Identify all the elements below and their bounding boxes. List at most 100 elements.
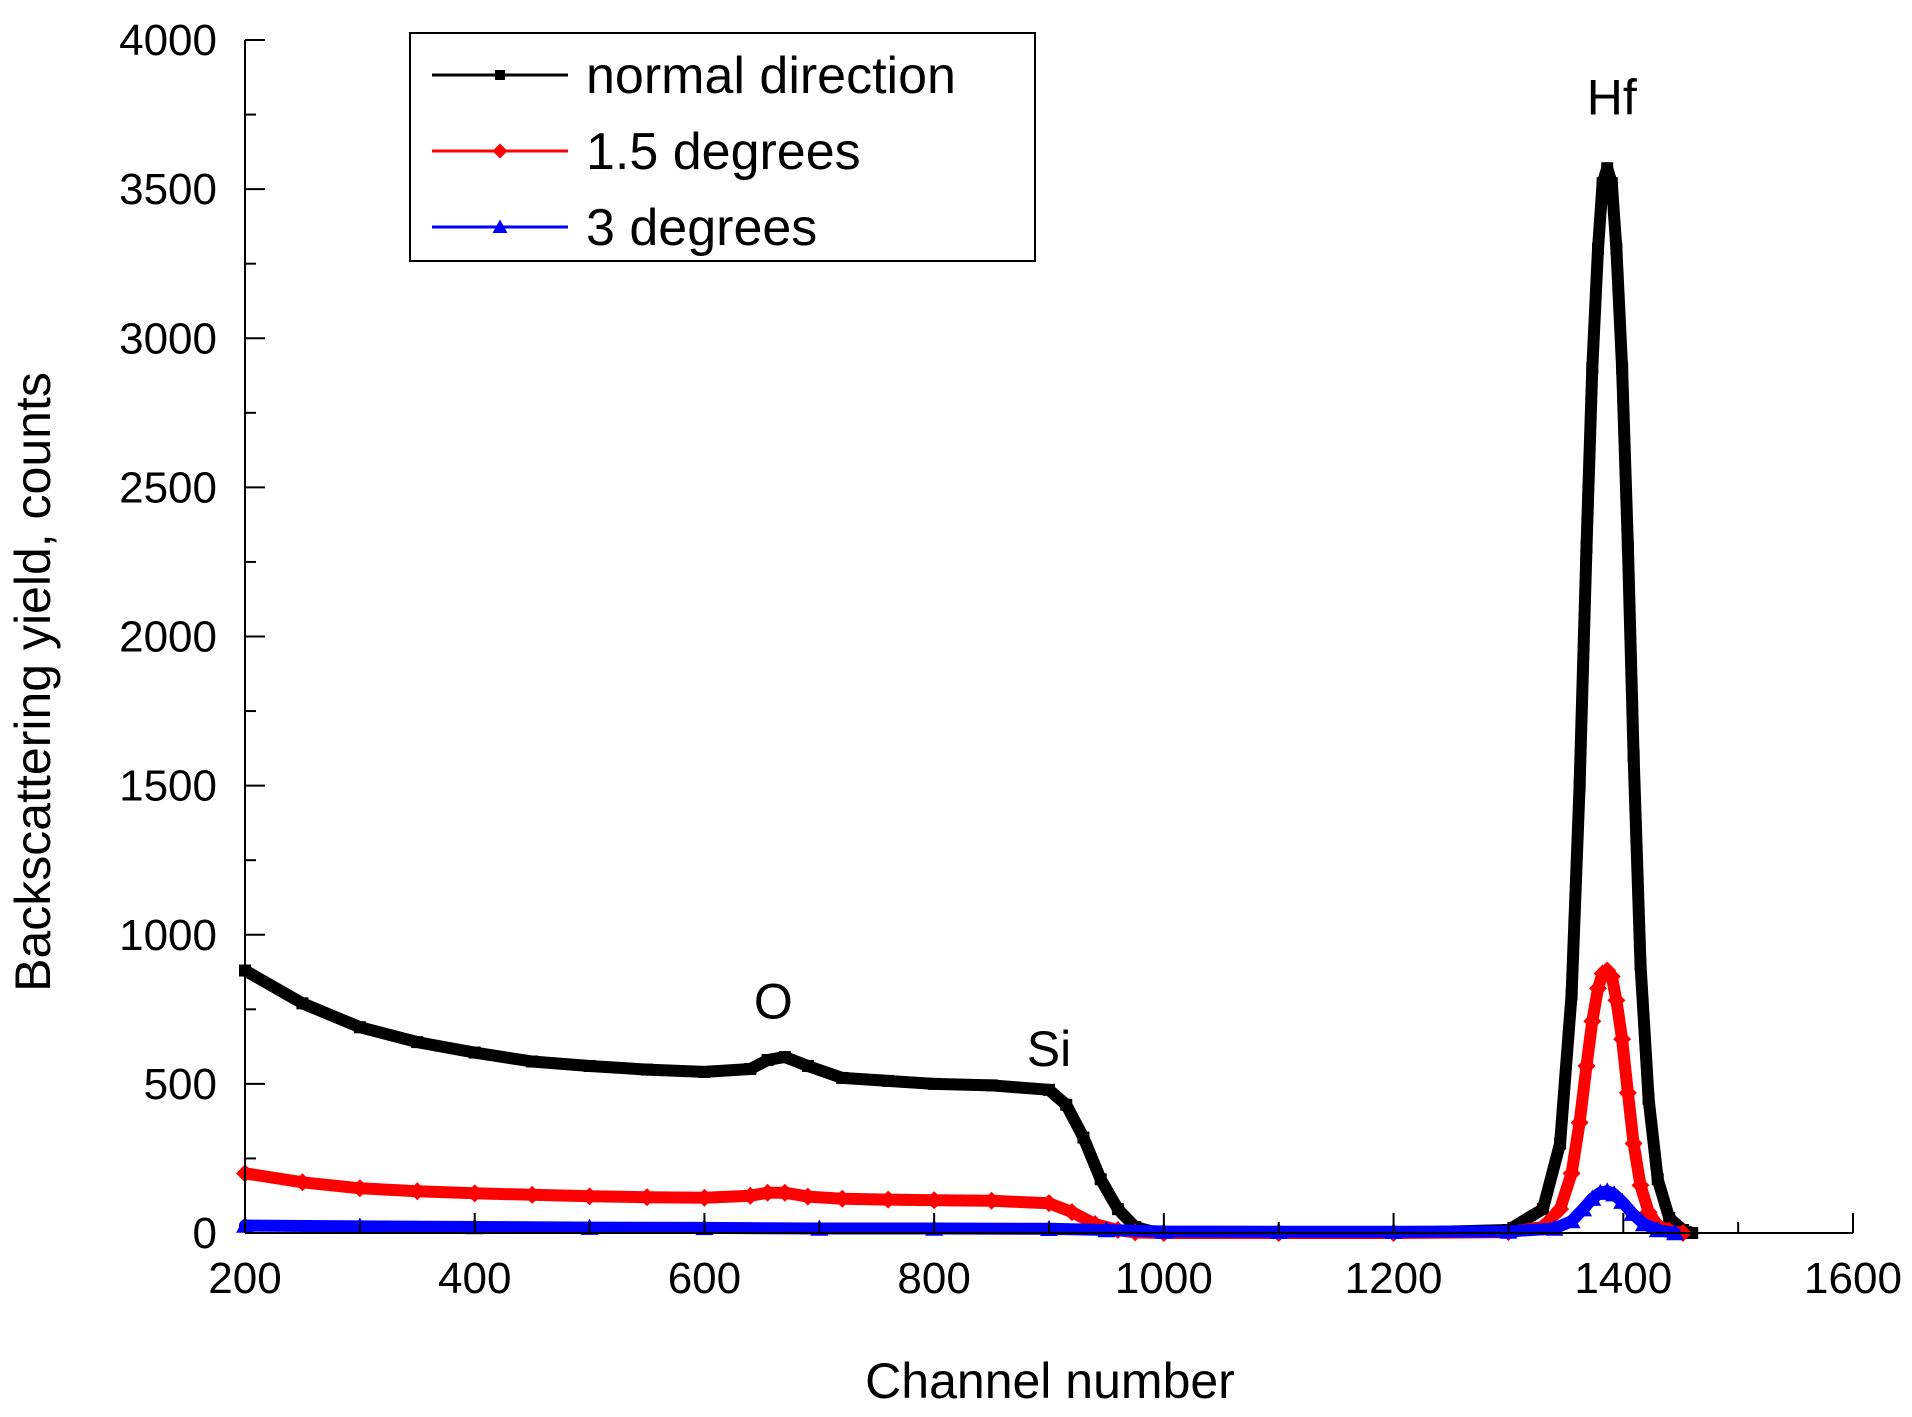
peak-label: Si [1027,1021,1071,1077]
data-point [1094,1173,1107,1186]
x-tick-label: 200 [208,1254,281,1303]
y-tick-label: 4000 [119,16,217,65]
y-tick-label: 3000 [119,314,217,363]
data-point [928,1077,941,1090]
data-point [1613,1030,1632,1049]
y-tick-label: 2000 [119,613,217,662]
x-tick-label: 800 [897,1254,970,1303]
data-point [698,1065,711,1078]
data-point [1570,1113,1589,1132]
x-tick-label: 1200 [1345,1254,1443,1303]
data-point [350,1179,369,1198]
data-point [1601,162,1614,175]
data-point [1577,1056,1596,1075]
data-point [1627,749,1640,762]
x-tick-label: 1000 [1115,1254,1213,1303]
data-point [1642,1092,1655,1105]
data-point [1586,362,1599,375]
data-point [1634,958,1647,971]
data-point [1536,1203,1549,1216]
x-tick-label: 1600 [1804,1254,1902,1303]
annotation-layer: O Si Hf [754,70,1637,1077]
data-point [296,997,309,1010]
data-point [982,1191,1001,1210]
data-point [778,1051,791,1064]
data-point [1583,1012,1602,1031]
data-point [1551,1200,1570,1219]
data-point [1583,1189,1602,1206]
data-point [985,1079,998,1092]
data-point [1631,1176,1650,1195]
data-point [523,1185,542,1204]
data-point [468,1046,481,1059]
x-tick-label: 400 [438,1254,511,1303]
y-tick-label: 500 [144,1060,217,1109]
axes-layer: 200 400 600 800 1000 1200 1400 1600 0 500 1000 1500… [119,16,1902,1303]
data-point [695,1188,714,1207]
data-point [526,1055,539,1068]
y-tick-label: 3500 [119,165,217,214]
data-point [1574,1200,1593,1217]
data-point [1111,1203,1124,1216]
data-point [580,1187,599,1206]
data-point [761,1054,774,1067]
peak-label: O [754,973,793,1029]
y-tick-label: 1500 [119,762,217,811]
data-point [801,1059,814,1072]
legend-label: 3 degrees [586,199,817,257]
data-point [1596,177,1609,190]
y-tick-label: 1000 [119,911,217,960]
data-point [925,1191,944,1210]
data-point [1605,177,1618,190]
data-point [1043,1083,1055,1096]
data-point [293,1173,312,1192]
data-point [1618,1083,1637,1102]
data-point [1663,1212,1676,1225]
data-point [798,1187,817,1206]
legend-marker [495,70,505,80]
data-point [1562,1212,1581,1229]
y-tick-label: 0 [193,1209,217,1258]
data-point [1613,1192,1632,1209]
y-axis-title: Backscattering yield, counts [5,372,61,992]
data-point [1554,1137,1567,1150]
data-point [775,1183,794,1202]
data-point [1565,988,1578,1001]
data-point [1610,242,1623,255]
data-point [1580,541,1593,554]
data-point [1602,967,1621,986]
x-tick-label: 600 [668,1254,741,1303]
data-point [1621,541,1634,554]
data-point [465,1184,484,1203]
data-point [1589,979,1608,998]
data-point [1077,1131,1090,1144]
data-point [879,1190,898,1209]
x-tick-label: 1400 [1574,1254,1672,1303]
data-point [1651,1173,1664,1186]
data-point [1062,1203,1081,1222]
data-point [836,1071,849,1084]
peak-label: Hf [1587,70,1637,126]
legend-marker [492,143,508,159]
data-point [1060,1098,1073,1111]
data-point [833,1189,852,1208]
data-point [741,1186,760,1205]
legend-marker [492,219,508,233]
data-point [1616,362,1629,375]
x-axis-title: Channel number [865,1353,1235,1409]
data-point [353,1021,366,1034]
data-point [882,1074,895,1087]
legend-label: 1.5 degrees [586,123,861,181]
data-point [1573,779,1586,792]
data-point [641,1063,653,1076]
data-point [744,1062,757,1075]
data-point [1634,1215,1653,1232]
data-point [1040,1194,1058,1213]
legend-box [409,32,1036,262]
data-point [1605,1185,1624,1202]
data-point [1624,1134,1643,1153]
data-point [1562,1164,1581,1183]
data-point [1592,242,1605,255]
data-point [408,1182,427,1201]
